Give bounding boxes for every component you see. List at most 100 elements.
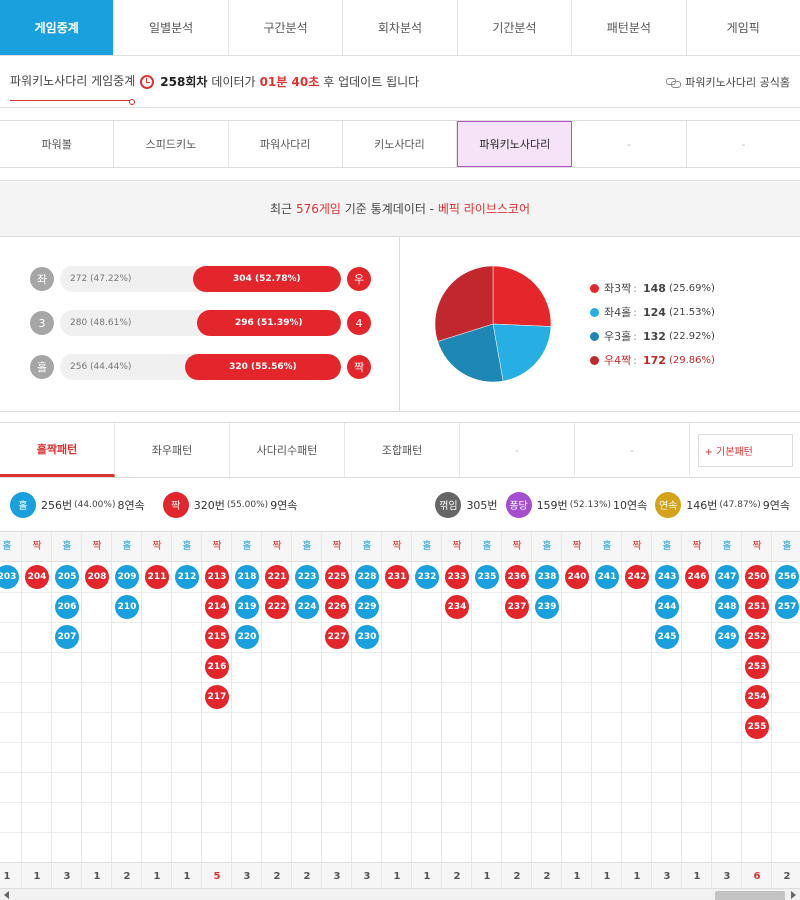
legend-item: 우3홀 : 132 (22.92%) <box>590 328 715 344</box>
tab-pattern-2[interactable]: 사다리수패턴 <box>230 423 345 477</box>
game-tabs: 파워볼 스피드키노 파워사다리 키노사다리 파워키노사다리 - - <box>0 120 800 168</box>
pattern-grid: 홀2031279짝2041280홀2052062073281짝2081282홀2… <box>0 532 800 900</box>
legend-pct: (22.92%) <box>668 330 715 342</box>
grid-header <box>0 532 800 562</box>
grid-column-header: 홀 <box>782 541 792 552</box>
tab-nav-2[interactable]: 구간분석 <box>228 0 344 55</box>
streak-count: 1 <box>153 871 161 882</box>
grid-column <box>22 532 52 900</box>
grid-column-header: 홀 <box>242 541 252 552</box>
tab-nav-1[interactable]: 일별분석 <box>114 0 229 55</box>
legend-dot-icon <box>590 355 599 365</box>
result-ball: 236 <box>505 565 529 589</box>
grid-count-row <box>0 862 800 892</box>
grid-column <box>412 532 442 900</box>
tab-pattern-0[interactable]: 홀짝패턴 <box>0 423 115 477</box>
round-number: 258회차 <box>160 75 208 89</box>
result-ball: 249 <box>715 625 739 649</box>
pie-slice <box>437 323 504 383</box>
grid-column <box>52 532 82 900</box>
ratio-row: 홀 256 (44.44%) 320 (55.56%) 짝 <box>30 353 371 381</box>
stats-head-mid: 기준 통계데이터 - <box>344 202 435 216</box>
grid-column-header: 홀 <box>362 541 372 552</box>
result-ball: 210 <box>115 595 139 619</box>
grid-column <box>502 532 532 900</box>
result-ball: 234 <box>445 595 469 619</box>
streak-count: 2 <box>303 871 311 882</box>
legend-item: 좌4홀 : 124 (21.53%) <box>590 304 715 320</box>
pattern-tabs: 홀짝패턴 좌우패턴 사다리수패턴 조합패턴 - - + 기본패턴 <box>0 422 800 478</box>
even-summary: 짝 320번 (55.00%) 9연속 <box>162 491 297 518</box>
stats-head-source: 베픽 라이브스코어 <box>437 202 530 216</box>
streak-count: 6 <box>753 871 761 882</box>
tab-game-3[interactable]: 키노사다리 <box>343 121 458 167</box>
yeon-streak: 9연속 <box>762 498 790 512</box>
left-value: 272 (47.22%) <box>70 274 132 284</box>
legend-value: 148 <box>642 281 666 295</box>
grid-column-header: 홀 <box>2 541 12 552</box>
tab-game-0[interactable]: 파워볼 <box>0 121 115 167</box>
tab-nav-5[interactable]: 패턴분석 <box>572 0 687 55</box>
tab-nav-3[interactable]: 회차분석 <box>343 0 458 55</box>
streak-count: 1 <box>3 871 11 882</box>
pie-slice <box>434 265 494 342</box>
grid-column <box>472 532 502 900</box>
result-ball: 255 <box>745 715 769 739</box>
result-ball: 238 <box>535 565 559 589</box>
right-value-fill: 296 (51.39%) <box>196 310 341 336</box>
horizontal-scrollbar[interactable] <box>0 888 800 900</box>
streak-count: 2 <box>453 871 461 882</box>
grid-line <box>0 802 800 803</box>
grid-line <box>0 712 800 713</box>
official-site-link[interactable]: 파워키노사다리 공식홈 <box>666 74 790 90</box>
pattern-summary: 홀 256번 (44.00%) 8연속 짝 320번 (55.00%) 9연속 … <box>0 478 800 532</box>
yeon-count: 146번 <box>686 498 718 512</box>
result-ball: 207 <box>55 625 79 649</box>
grid-column <box>592 532 622 900</box>
tab-pattern-3[interactable]: 조합패턴 <box>345 423 460 477</box>
grid-column-header: 짝 <box>452 541 462 552</box>
result-ball: 246 <box>685 565 709 589</box>
tab-nav-0[interactable]: 게임중계 <box>0 0 115 55</box>
tab-pattern-1[interactable]: 좌우패턴 <box>115 423 230 477</box>
grid-column <box>652 532 682 900</box>
tab-game-4[interactable]: 파워키노사다리 <box>457 121 573 167</box>
result-ball: 232 <box>415 565 439 589</box>
result-ball: 224 <box>295 595 319 619</box>
legend-separator: : <box>633 329 637 343</box>
tab-nav-4[interactable]: 기간분석 <box>457 0 573 55</box>
legend-separator: : <box>633 305 637 319</box>
basic-pattern-button[interactable]: + 기본패턴 <box>697 433 793 467</box>
streak-count: 1 <box>423 871 431 882</box>
even-circle-icon: 짝 <box>162 491 189 518</box>
legend-separator: : <box>633 353 637 367</box>
kkeok-circle-icon: 꺾임 <box>435 491 462 518</box>
grid-column <box>322 532 352 900</box>
result-ball: 252 <box>745 625 769 649</box>
scroll-thumb[interactable] <box>715 891 785 900</box>
right-circle-icon: 짝 <box>347 355 371 379</box>
scroll-right-icon[interactable] <box>791 891 796 899</box>
result-ball: 203 <box>0 565 19 589</box>
legend-pct: (25.69%) <box>668 282 715 294</box>
streak-count: 3 <box>663 871 671 882</box>
result-ball: 209 <box>115 565 139 589</box>
scroll-left-icon[interactable] <box>4 891 9 899</box>
result-ball: 219 <box>235 595 259 619</box>
tab-game-2[interactable]: 파워사다리 <box>229 121 343 167</box>
left-circle-icon: 좌 <box>30 267 54 291</box>
grid-column <box>232 532 262 900</box>
result-ball: 216 <box>205 655 229 679</box>
right-value-fill: 320 (55.56%) <box>184 354 341 380</box>
tab-game-1[interactable]: 스피드키노 <box>114 121 229 167</box>
grid-column-header: 짝 <box>332 541 342 552</box>
grid-column-header: 홀 <box>722 541 732 552</box>
legend-value: 124 <box>642 305 666 319</box>
streak-count: 3 <box>333 871 341 882</box>
legend-pct: (21.53%) <box>668 306 715 318</box>
tab-nav-6[interactable]: 게임픽 <box>686 0 800 55</box>
right-circle-icon: 4 <box>347 311 371 335</box>
odd-circle-icon: 홀 <box>10 491 36 518</box>
streak-count: 3 <box>63 871 71 882</box>
grid-column-header: 홀 <box>482 541 492 552</box>
